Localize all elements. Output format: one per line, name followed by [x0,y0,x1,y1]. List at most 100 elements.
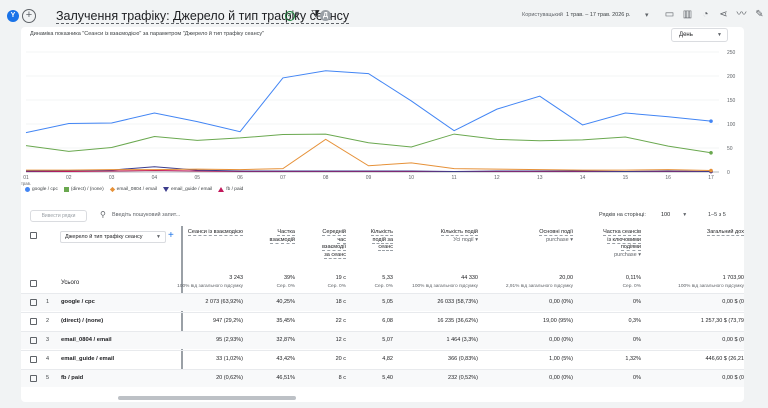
row-checkbox[interactable] [30,356,37,363]
column-header-text: за сеанс [324,251,346,259]
legend-label: (direct) / (none) [70,187,104,192]
total-subvalue: Сер. 0% [327,284,346,289]
row-cell: 366 (0,83%) [448,356,478,362]
row-cell: 95 (2,93%) [216,337,243,343]
share-icon[interactable]: ⋖ [719,9,728,20]
edit-icon[interactable]: ✎ [755,9,764,20]
x-tick-label: 01 [23,175,29,181]
table-row[interactable] [21,369,744,387]
row-cell: 0% [633,337,641,343]
add-comparison-button[interactable]: + [22,9,36,23]
legend-marker-icon [25,187,30,192]
total-value: 3 243 [229,275,243,281]
rows-per-page-select[interactable]: 100 ▼ [661,212,687,218]
row-checkbox[interactable] [30,318,37,325]
series-line [25,70,712,134]
horizontal-scrollbar[interactable] [118,396,296,400]
totals-checkbox[interactable] [30,280,37,287]
row-cell: 8 с [338,375,346,381]
column-header[interactable]: Середній час взаємодії за сеанс [306,229,346,259]
row-cell: 0,00 $ (0 [722,337,744,343]
column-header-text: взаємодій [269,236,295,244]
column-header-text: Середній [322,229,346,236]
row-dimension-value[interactable]: fb / paid [61,375,84,381]
column-header-text: Загальний дох [706,229,744,236]
legend-item[interactable]: fb / paid [218,187,243,192]
column-header-text: purchase ▾ [614,251,641,258]
table-row[interactable] [21,293,744,311]
row-dimension-value[interactable]: email_0804 / email [61,337,112,343]
row-checkbox[interactable] [30,337,37,344]
row-checkbox[interactable] [30,375,37,382]
dimension-select[interactable]: Джерело й тип трафіку сеансу ▼ [60,231,166,243]
legend-item[interactable]: (direct) / (none) [63,187,104,192]
column-header-text: подій за [372,236,393,244]
column-header[interactable]: Кількість подій Усі події ▾ [398,229,478,244]
row-cell: 16 235 (36,62%) [437,318,478,324]
column-header[interactable]: Сеанси із взаємодією [173,229,243,237]
legend-item[interactable]: email_guide / email [162,187,212,192]
column-header-text: Частка [277,229,295,236]
column-header[interactable]: Основні події purchase ▾ [493,229,573,244]
report-card: Динаміка показника "Сеанси із взаємодією… [21,27,744,402]
filter-icon[interactable]: ⧩ [311,9,320,20]
filter-badge[interactable]: Д [320,10,331,21]
row-cell: 46,51% [276,375,295,381]
select-all-checkbox[interactable] [30,232,37,239]
y-tick-label: 200 [727,74,736,80]
search-input[interactable]: Введіть пошуковий запит... [112,212,181,218]
add-dimension-button[interactable]: + [168,230,174,241]
column-header[interactable]: Загальний дох [674,229,744,237]
row-cell: 19,00 (95%) [543,318,573,324]
column-header-line: Кількість [353,229,393,237]
total-subvalue: 100% від загального підсумку [177,284,243,289]
insights-icon[interactable]: ◔ [702,9,709,20]
column-header-text: Частка сеансів [603,229,641,236]
legend-item[interactable]: email_0804 / email [109,186,157,193]
total-subvalue: 2,91% від загального підсумку [505,284,573,289]
segment-badge[interactable]: Y [7,10,19,22]
comment-icon[interactable]: ▭ [664,9,675,20]
total-value: 0,11% [625,275,641,281]
row-index: 2 [46,318,50,324]
row-checkbox[interactable] [30,299,37,306]
y-tick-label: 0 [727,170,730,176]
column-header-line: Середній [306,229,346,237]
series-line [25,166,712,173]
chart-legend: google / cpc (direct) / (none) email_0804 … [25,186,243,193]
legend-marker-icon [218,187,225,192]
show-rows-button[interactable]: Вивести рядки [30,210,87,222]
total-subvalue: 100% від загального підсумку [412,284,478,289]
row-cell: 40,25% [276,299,295,305]
chevron-down-icon: ▼ [682,212,688,218]
table-row[interactable] [21,331,744,349]
column-header-text: взаємодії [322,244,346,251]
table-row[interactable] [21,350,744,368]
date-range-picker[interactable]: Користувацький 1 трав. – 17 трав. 2026 р… [522,12,630,18]
legend-item[interactable]: google / cpc [25,187,58,192]
row-dimension-value[interactable]: google / cpc [61,299,95,305]
row-dimension-value[interactable]: email_guide / email [61,356,115,362]
column-header[interactable]: Кількість подій за сеанс [353,229,393,252]
compare-icon[interactable]: ▥ [682,9,693,20]
total-value: 20,00 [559,275,573,281]
table-row[interactable] [21,312,744,330]
row-cell: 0% [633,299,641,305]
chevron-down-icon: ▼ [717,32,722,38]
y-tick-label: 50 [727,146,733,152]
toolbar-icons: ▭ ▥ ◔ ⋖ 〰 ✎ [664,9,765,20]
row-cell: 5,07 [382,337,393,343]
page-title[interactable]: Залучення трафіку: Джерело й тип трафіку… [56,9,350,24]
chevron-down-icon[interactable]: ▾ [295,9,300,18]
column-header[interactable]: Частка взаємодій [255,229,295,244]
column-header-text: Основні події [539,229,573,236]
x-tick-label: 13 [537,175,543,181]
date-dropdown-icon[interactable]: ▾ [645,12,649,19]
check-icon[interactable]: ✓ [285,11,295,21]
row-index: 5 [46,375,50,381]
row-dimension-value[interactable]: (direct) / (none) [61,318,104,324]
trend-icon[interactable]: 〰 [736,9,747,20]
granularity-select[interactable]: День ▼ [671,28,728,42]
legend-marker-icon [63,187,69,192]
column-header[interactable]: Частка сеансів із ключовими подіями purchas… [581,229,641,259]
